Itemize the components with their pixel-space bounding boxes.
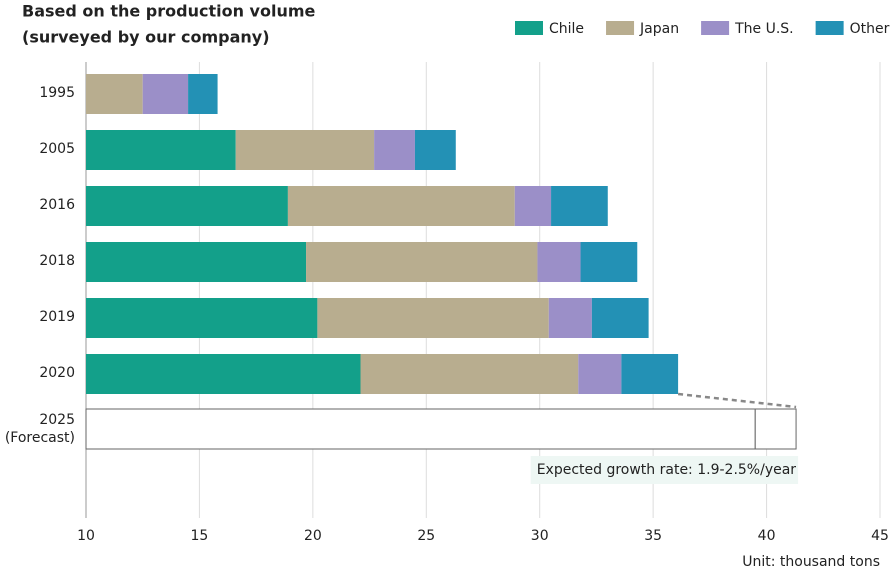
x-tick-label: 20 [304,528,322,544]
bar-segment [142,74,189,114]
annotation: Expected growth rate: 1.9-2.5%/year [537,462,797,478]
x-tick-label: 40 [758,528,776,544]
bar-segment [317,298,549,338]
x-tick-label: 35 [644,528,662,544]
forecast-bar [85,408,756,450]
legend-label: Chile [549,21,584,37]
bar-segment [86,74,143,114]
y-tick-label: 2019 [39,309,75,325]
y-tick-label: 2005 [39,141,75,157]
bar-segment [414,130,456,170]
x-tick-label: 10 [77,528,95,544]
legend-swatch [701,21,730,35]
bar-segment [551,186,608,226]
legend-swatch [815,21,844,35]
bar-segment [86,354,361,394]
unit-label: Unit: thousand tons [742,554,880,570]
bar-segment [188,74,218,114]
bar-segment [537,242,581,282]
bar-segment [548,298,592,338]
bar-segment [580,242,638,282]
y-tick-label: 2018 [39,253,75,269]
bar-segment [306,242,538,282]
bar-segment [578,354,622,394]
bar-segment [514,186,552,226]
bar-segment [374,130,415,170]
y-tick-label: 1995 [39,85,75,101]
chart-subtitle: (surveyed by our company) [22,28,270,47]
x-tick-label: 30 [531,528,549,544]
forecast-label: (Forecast) [5,430,75,446]
y-tick-label: 2025 [39,412,75,428]
y-tick-label: 2016 [39,197,75,213]
bar-segment [235,130,375,170]
y-tick-label: 2020 [39,365,75,381]
bar-segment [86,186,288,226]
bar-segment [621,354,679,394]
bar-segment [360,354,579,394]
legend-label: Other [850,21,890,37]
forecast-range [754,408,797,450]
chart-title: Based on the production volume [22,2,316,21]
x-tick-label: 25 [417,528,435,544]
bar-segment [591,298,649,338]
legend-label: Japan [639,21,679,37]
bar-segment [86,242,307,282]
connector [677,392,797,409]
bar-segment [287,186,515,226]
legend-label: The U.S. [734,21,794,37]
bar-segment [86,130,236,170]
annotation-bg [530,456,799,484]
legend-swatch [515,21,543,35]
legend-swatch [606,21,635,35]
x-tick-label: 15 [191,528,209,544]
bar-segment [86,298,318,338]
x-tick-label: 45 [871,528,889,544]
